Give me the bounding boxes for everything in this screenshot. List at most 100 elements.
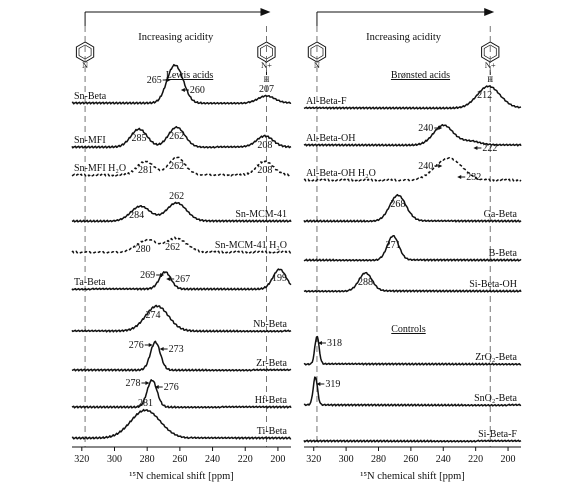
- section-heading-controls: Controls: [391, 324, 426, 335]
- annotation-arrow-head: [180, 88, 185, 92]
- series-3: Al-Beta-OH H₂O 240 232: [303, 157, 522, 183]
- annotation-arrow-head: [148, 343, 153, 347]
- peak-label: 274: [145, 310, 160, 321]
- series-label: Zr-Beta: [256, 358, 287, 369]
- peak-label: 240: [418, 161, 433, 172]
- peak-label: 262: [169, 131, 184, 142]
- peak-label: 281: [138, 398, 153, 409]
- series-3: Sn-MFI H₂O 281 262 208: [71, 156, 292, 177]
- annotation-arrow-head: [317, 341, 322, 345]
- acidity-arrow-head: [484, 8, 495, 16]
- peak-label: 208: [257, 140, 272, 151]
- x-axis-label: ¹⁵N chemical shift [ppm]: [129, 471, 234, 482]
- spectrum-trace: [303, 271, 522, 293]
- peak-label: 240: [418, 123, 433, 134]
- peak-label: 262: [165, 242, 180, 253]
- series-label: Al-Beta-OH: [306, 133, 355, 144]
- annotation-arrow-head: [160, 273, 165, 277]
- annotation-arrow-head: [316, 382, 321, 386]
- acidity-label: Increasing acidity: [138, 32, 214, 43]
- series-7: ZrO₂-Beta 318: [303, 335, 522, 366]
- series-label: Sn-MCM-41: [235, 209, 287, 220]
- annotation-arrow-head: [438, 164, 443, 168]
- series-6: Ta-Beta 269 267 199: [71, 268, 292, 291]
- series-8: Zr-Beta 276 273: [71, 340, 292, 372]
- series-9: Si-Beta-F: [303, 429, 522, 443]
- peak-label: 262: [169, 191, 184, 202]
- spectrum-trace: [303, 123, 522, 147]
- pyridinium-n-label: N+: [261, 60, 272, 70]
- spectrum-trace: [71, 125, 292, 149]
- series-label: Si-Beta-OH: [469, 279, 517, 290]
- series-1: Al-Beta-F 212: [303, 85, 522, 110]
- section-heading: Lewis acids: [166, 70, 214, 81]
- annotation-arrow-head: [438, 126, 443, 130]
- x-tick-label: 240: [436, 454, 451, 465]
- peak-label: 268: [390, 199, 405, 210]
- series-5: B-Beta 271: [303, 234, 522, 262]
- series-1: Sn-Beta 265 260 207: [71, 63, 292, 105]
- peak-label: 265: [147, 75, 162, 86]
- spectrum-trace: [71, 340, 292, 372]
- section-heading: Brønsted acids: [391, 70, 450, 81]
- x-tick-label: 320: [74, 454, 89, 465]
- spectrum-trace: [71, 156, 292, 177]
- x-tick-label: 200: [501, 454, 516, 465]
- spectrum-trace: [71, 201, 292, 223]
- series-label: Sn-MFI: [74, 135, 106, 146]
- peak-label: 212: [477, 90, 492, 101]
- annotation-arrow-head: [159, 347, 164, 351]
- peak-label: 276: [129, 340, 144, 351]
- series-label: Sn-MCM-41 H₂O: [215, 240, 287, 251]
- x-tick-label: 200: [270, 454, 285, 465]
- x-tick-label: 300: [107, 454, 122, 465]
- series-9: Hf-Beta 278 276: [71, 378, 292, 409]
- series-label: Hf-Beta: [255, 395, 288, 406]
- series-label: SnO₂-Beta: [474, 393, 517, 404]
- peak-label: 318: [327, 338, 342, 349]
- peak-label: 280: [136, 244, 151, 255]
- series-label: Al-Beta-F: [306, 96, 347, 107]
- peak-label: 285: [132, 133, 147, 144]
- peak-label: 199: [272, 273, 287, 284]
- series-label: Ti-Beta: [257, 426, 288, 437]
- peak-label: 208: [257, 165, 272, 176]
- peak-label: 222: [482, 143, 497, 154]
- x-tick-label: 300: [339, 454, 354, 465]
- series-6: Si-Beta-OH 288: [303, 271, 522, 293]
- peak-label: 273: [169, 344, 184, 355]
- annotation-arrow-head: [166, 78, 171, 82]
- x-tick-label: 220: [468, 454, 483, 465]
- x-axis-label: ¹⁵N chemical shift [ppm]: [360, 471, 465, 482]
- spectrum-trace: [71, 236, 292, 254]
- series-label: B-Beta: [489, 248, 518, 259]
- peak-label: 207: [259, 84, 274, 95]
- x-tick-label: 320: [306, 454, 321, 465]
- pyridinium-n-label: N+: [485, 60, 496, 70]
- series-label: Sn-Beta: [74, 91, 107, 102]
- series-label: Nb-Beta: [253, 319, 287, 330]
- peak-label: 278: [125, 378, 140, 389]
- pyridine-n-label: N: [314, 60, 320, 70]
- series-label: Al-Beta-OH H₂O: [306, 168, 376, 179]
- series-label: Si-Beta-F: [478, 429, 517, 440]
- peak-label: 269: [140, 270, 155, 281]
- x-tick-label: 220: [238, 454, 253, 465]
- x-tick-label: 280: [140, 454, 155, 465]
- series-8: SnO₂-Beta 319: [303, 376, 522, 407]
- series-2: Al-Beta-OH 240 222: [303, 123, 522, 154]
- series-label: Sn-MFI H₂O: [74, 163, 126, 174]
- peak-label: 232: [466, 172, 481, 183]
- peak-label: 319: [325, 379, 340, 390]
- series-10: Ti-Beta 281: [71, 398, 292, 440]
- spectrum-trace: [303, 234, 522, 262]
- spectrum-trace: [71, 304, 292, 333]
- spectrum-trace: [303, 157, 522, 182]
- peak-label: 288: [358, 277, 373, 288]
- annotation-arrow-head: [154, 385, 159, 389]
- spectrum-trace: [71, 408, 292, 440]
- spectrum-trace: [303, 193, 522, 223]
- spectrum-trace: [71, 268, 292, 291]
- annotation-arrow-head: [166, 277, 171, 281]
